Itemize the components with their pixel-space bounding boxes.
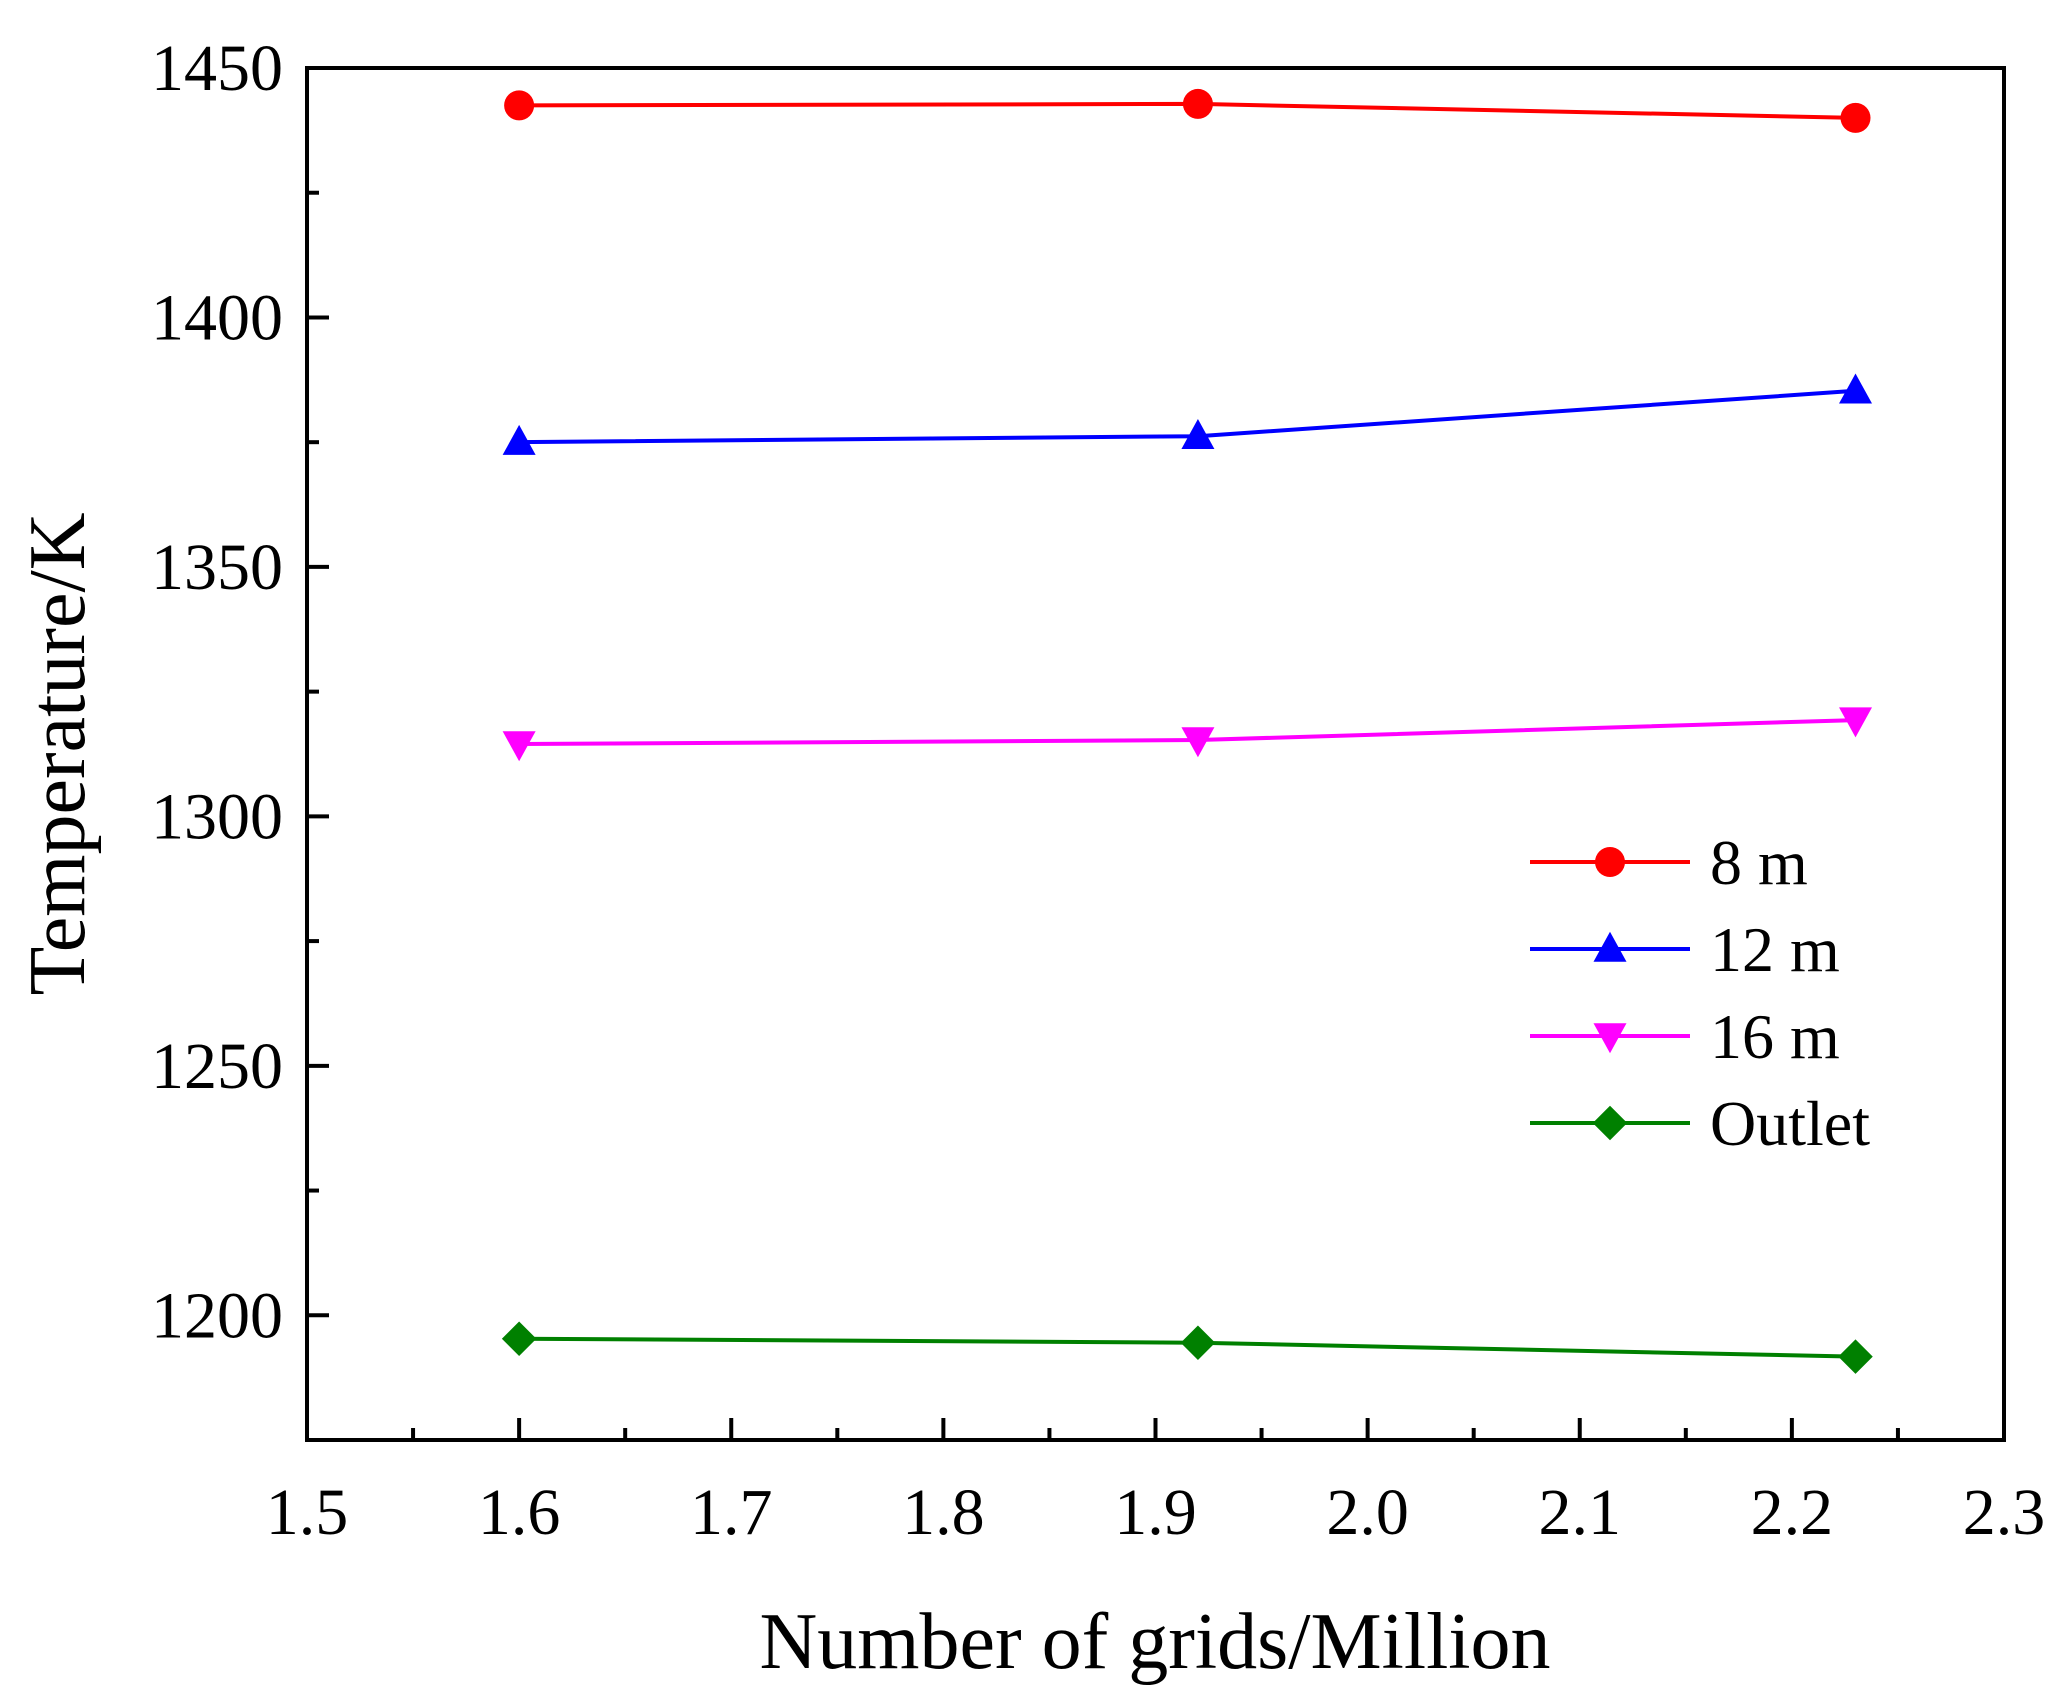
x-tick-label: 1.9 xyxy=(1114,1476,1197,1549)
x-tick-label: 2.3 xyxy=(1963,1476,2046,1549)
data-point-12-m xyxy=(502,424,536,455)
legend-label: 12 m xyxy=(1710,914,1840,985)
plot-frame xyxy=(305,66,2006,1442)
data-point-8-m xyxy=(1840,102,1871,133)
data-point-outlet xyxy=(501,1321,537,1356)
legend-label: 8 m xyxy=(1710,827,1808,898)
y-tick-label: 1250 xyxy=(151,1030,283,1103)
y-tick-label: 1300 xyxy=(151,780,283,853)
data-point-16-m xyxy=(1839,707,1873,738)
series-line-12-m xyxy=(519,388,1856,445)
data-point-12-m xyxy=(1181,418,1215,449)
y-tick-label: 1400 xyxy=(151,281,283,354)
y-tick-label: 1450 xyxy=(151,32,283,105)
legend-marker xyxy=(1593,931,1627,962)
data-point-16-m xyxy=(1181,727,1215,758)
data-point-outlet xyxy=(1180,1325,1216,1360)
legend-label: Outlet xyxy=(1710,1088,1870,1159)
plot-marks xyxy=(501,88,1873,1374)
data-point-8-m xyxy=(504,90,535,121)
x-tick-label: 2.0 xyxy=(1326,1476,1409,1549)
legend-marker xyxy=(1592,1105,1628,1141)
data-point-outlet xyxy=(1838,1339,1873,1374)
y-tick-label: 1200 xyxy=(151,1279,283,1352)
x-tick-label: 1.7 xyxy=(690,1476,773,1549)
axis-ticks: 1.5 1.6 1.7 1.8 1.9 2.0 2.1 2.2 2.3 1200 1250 1300 1… xyxy=(151,32,2045,1549)
x-tick-label: 2.2 xyxy=(1751,1476,1834,1549)
x-tick-label: 1.6 xyxy=(478,1476,561,1549)
data-point-16-m xyxy=(502,731,536,762)
legend-marker xyxy=(1595,847,1625,877)
legend-marker xyxy=(1593,1023,1627,1054)
y-axis-title: Temperature/K xyxy=(14,512,102,995)
legend: 8 m 12 m 16 m Outlet xyxy=(1530,827,1870,1159)
data-point-8-m xyxy=(1182,88,1213,119)
data-point-12-m xyxy=(1839,373,1873,404)
x-tick-label: 2.1 xyxy=(1539,1476,1622,1549)
x-tick-label: 1.5 xyxy=(266,1476,349,1549)
x-tick-label: 1.8 xyxy=(902,1476,985,1549)
y-tick-label: 1350 xyxy=(151,531,283,604)
legend-label: 16 m xyxy=(1710,1001,1840,1072)
x-axis-title: Number of grids/Million xyxy=(759,1598,1550,1686)
